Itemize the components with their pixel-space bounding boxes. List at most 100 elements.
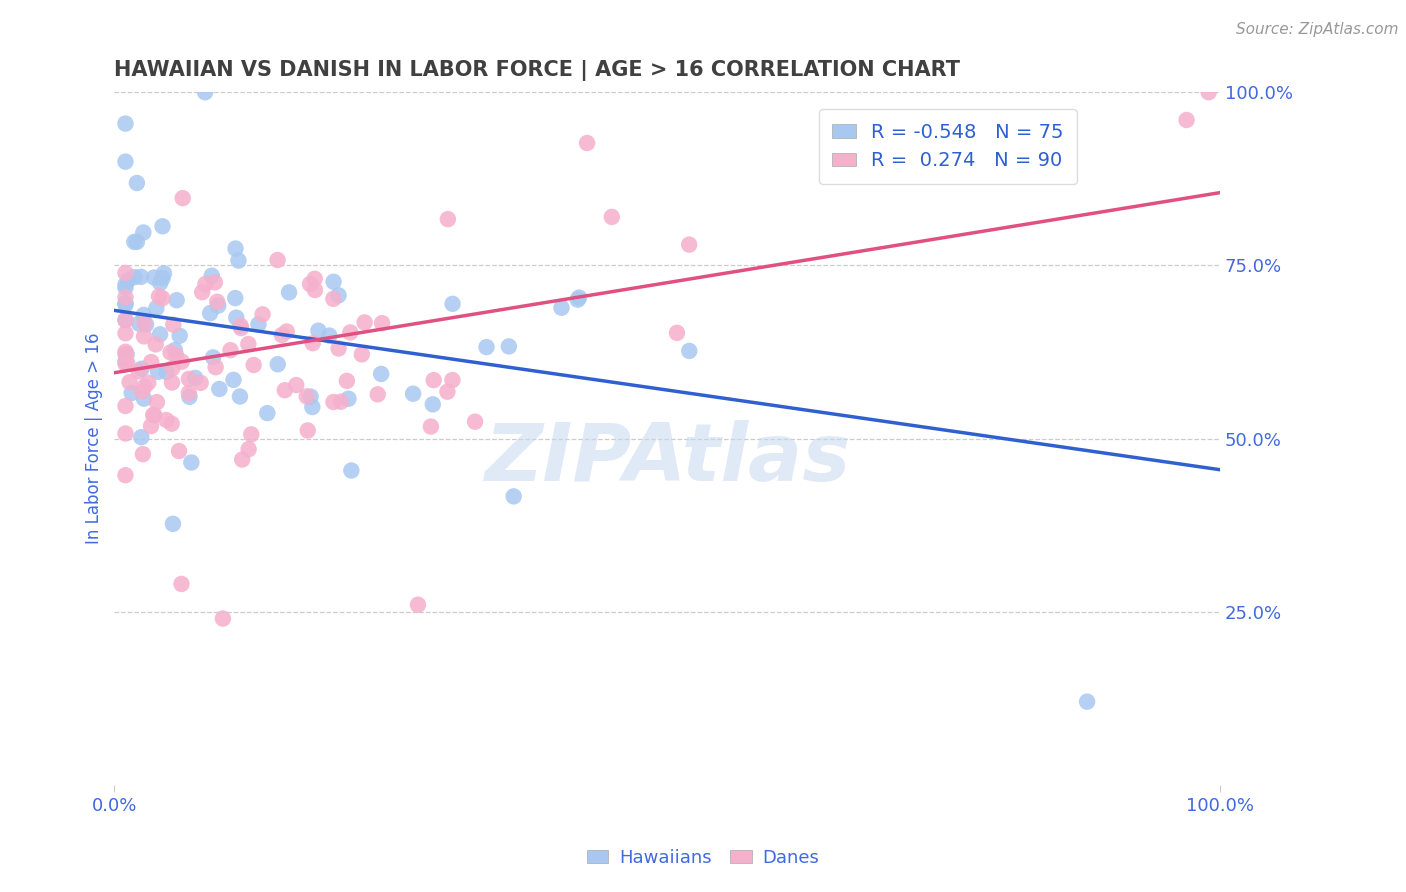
Point xyxy=(295,389,318,403)
Point xyxy=(194,85,217,99)
Point xyxy=(179,390,201,404)
Point xyxy=(115,347,138,361)
Point xyxy=(155,365,177,379)
Point xyxy=(322,395,344,409)
Point xyxy=(139,419,162,434)
Point xyxy=(135,318,157,332)
Point xyxy=(162,361,184,376)
Point xyxy=(191,285,214,300)
Point xyxy=(328,342,350,356)
Point xyxy=(371,316,394,330)
Point xyxy=(141,355,163,369)
Point xyxy=(1198,85,1220,99)
Point xyxy=(1175,112,1198,127)
Point xyxy=(337,392,360,406)
Point xyxy=(114,312,136,326)
Point xyxy=(238,337,260,351)
Point xyxy=(143,270,166,285)
Point xyxy=(132,226,155,240)
Point xyxy=(114,313,136,327)
Point xyxy=(370,367,392,381)
Point xyxy=(274,383,297,397)
Point xyxy=(318,328,340,343)
Point xyxy=(229,390,252,404)
Point xyxy=(114,347,136,361)
Point xyxy=(475,340,498,354)
Point xyxy=(129,269,152,284)
Point xyxy=(172,191,194,205)
Point xyxy=(301,336,323,351)
Point xyxy=(153,266,176,280)
Point xyxy=(322,292,344,306)
Point xyxy=(166,293,188,308)
Point xyxy=(437,212,460,227)
Point xyxy=(270,328,292,343)
Point xyxy=(276,325,298,339)
Point xyxy=(402,386,425,401)
Point xyxy=(125,235,148,249)
Point xyxy=(353,315,375,329)
Point xyxy=(322,275,344,289)
Point xyxy=(229,318,252,333)
Point xyxy=(550,301,572,315)
Legend: Hawaiians, Danes: Hawaiians, Danes xyxy=(579,842,827,874)
Point xyxy=(436,384,458,399)
Point xyxy=(240,427,263,442)
Point xyxy=(132,392,155,406)
Point xyxy=(406,598,429,612)
Point xyxy=(155,413,177,427)
Point xyxy=(419,419,441,434)
Point xyxy=(169,328,191,343)
Point xyxy=(502,489,524,503)
Point xyxy=(224,291,246,305)
Point xyxy=(299,390,322,404)
Point xyxy=(225,310,247,325)
Point xyxy=(114,354,136,368)
Point xyxy=(339,326,361,340)
Point xyxy=(177,386,200,401)
Point xyxy=(162,516,184,531)
Point xyxy=(441,297,464,311)
Point xyxy=(143,408,166,422)
Point xyxy=(129,430,152,444)
Point xyxy=(180,455,202,469)
Point xyxy=(201,268,224,283)
Point xyxy=(464,415,486,429)
Point xyxy=(190,376,212,390)
Point xyxy=(145,337,167,351)
Point xyxy=(146,395,169,409)
Point xyxy=(160,417,183,431)
Point xyxy=(665,326,688,340)
Point xyxy=(165,349,187,363)
Point xyxy=(367,387,389,401)
Point xyxy=(266,252,288,267)
Point xyxy=(114,357,136,371)
Point xyxy=(152,219,174,234)
Point xyxy=(328,288,350,302)
Point xyxy=(207,299,229,313)
Point xyxy=(247,318,270,332)
Point xyxy=(567,293,589,307)
Point xyxy=(297,424,319,438)
Point xyxy=(146,365,169,379)
Point xyxy=(304,272,326,286)
Point xyxy=(231,321,253,335)
Point xyxy=(204,276,226,290)
Point xyxy=(1076,695,1098,709)
Point xyxy=(128,317,150,331)
Point xyxy=(149,327,172,342)
Text: ZIPAtlas: ZIPAtlas xyxy=(484,420,851,499)
Point xyxy=(304,283,326,297)
Point xyxy=(136,376,159,390)
Point xyxy=(228,253,250,268)
Point xyxy=(340,463,363,477)
Point xyxy=(114,468,136,483)
Point xyxy=(152,271,174,285)
Point xyxy=(212,611,235,625)
Point xyxy=(117,356,139,370)
Point xyxy=(114,298,136,312)
Point xyxy=(170,354,193,368)
Point xyxy=(278,285,301,300)
Point xyxy=(678,237,700,252)
Point xyxy=(184,371,207,385)
